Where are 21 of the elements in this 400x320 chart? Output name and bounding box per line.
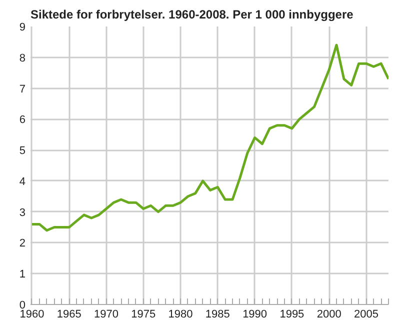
y-tick-label: 2 xyxy=(19,238,26,250)
x-tick-label: 1980 xyxy=(168,308,193,320)
x-tick-label: 1965 xyxy=(56,308,82,320)
y-tick-label: 9 xyxy=(19,22,26,34)
y-tick-label: 4 xyxy=(19,176,26,188)
y-tick-label: 7 xyxy=(19,83,26,96)
x-tick-label: 1970 xyxy=(94,308,119,320)
x-tick-label: 1975 xyxy=(131,308,156,320)
x-tick-label: 1985 xyxy=(205,308,230,320)
x-tick-label: 1960 xyxy=(20,308,44,320)
chart-title: Siktede for forbrytelser. 1960-2008. Per 1 000 innbyggere xyxy=(30,8,354,22)
x-tick-label: 2000 xyxy=(316,308,342,320)
y-tick-label: 6 xyxy=(19,114,26,126)
x-tick-label: 1995 xyxy=(280,308,304,320)
x-tick-label: 2005 xyxy=(354,308,378,320)
y-tick-label: 5 xyxy=(19,145,26,158)
y-tick-label: 3 xyxy=(19,206,26,219)
y-tick-label: 8 xyxy=(19,52,26,64)
line-series xyxy=(30,44,388,232)
y-tick-label: 1 xyxy=(19,268,26,281)
x-tick-label: 1990 xyxy=(242,308,268,320)
